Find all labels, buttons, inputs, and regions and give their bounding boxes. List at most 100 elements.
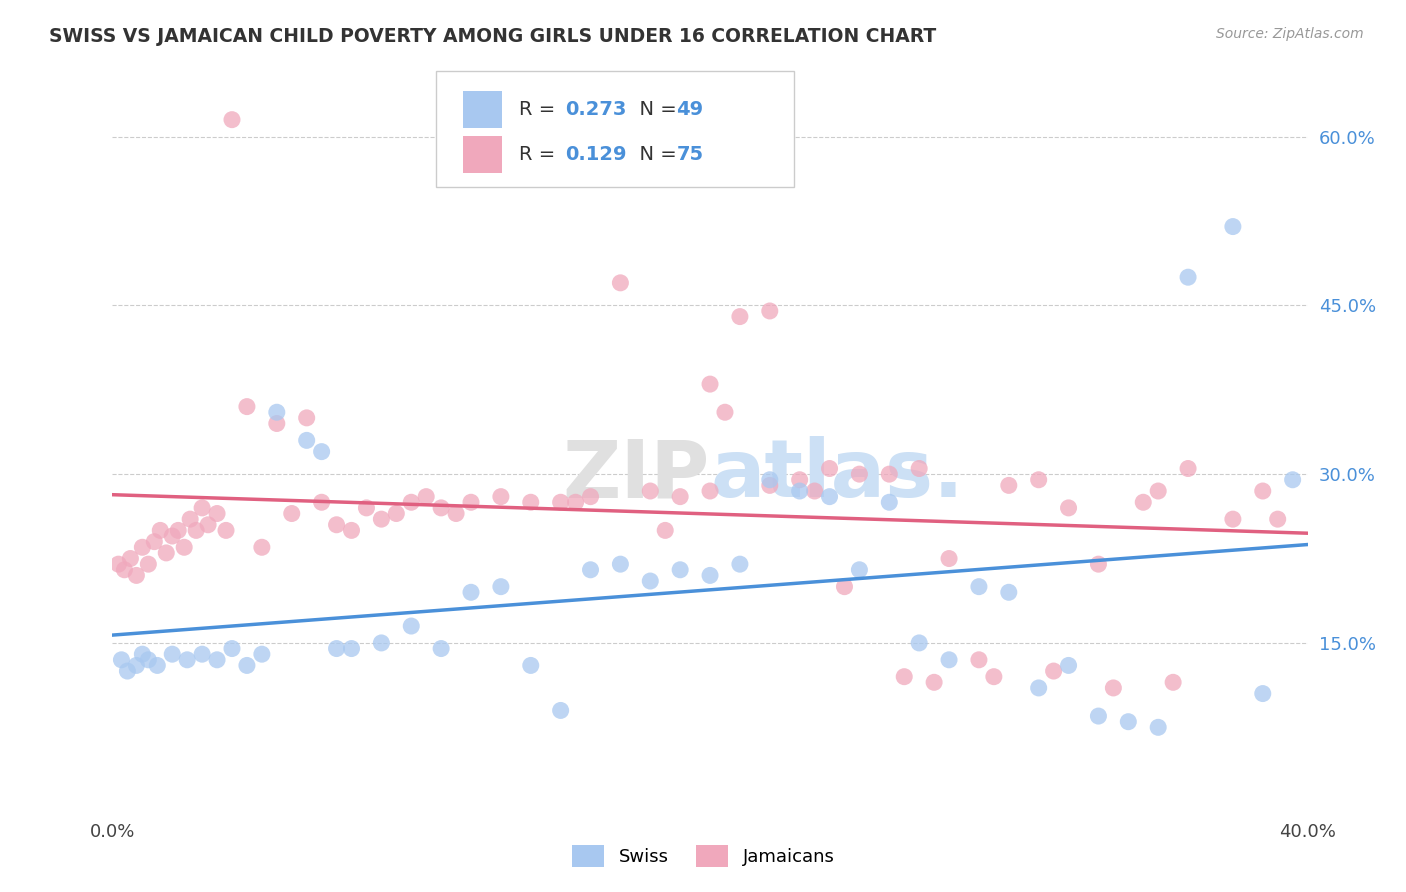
Point [1132, 495, 1154, 509]
Point [173, 541, 195, 555]
Point [311, 444, 333, 458]
Point [983, 670, 1005, 684]
Point [131, 541, 153, 555]
Point [1087, 709, 1109, 723]
Point [125, 568, 148, 582]
Point [155, 546, 177, 560]
Point [197, 517, 219, 532]
Point [191, 647, 214, 661]
Point [401, 495, 423, 509]
Point [114, 563, 135, 577]
Text: atlas.: atlas. [710, 436, 963, 515]
Point [325, 641, 347, 656]
Point [340, 524, 363, 538]
Point [1161, 675, 1184, 690]
Point [430, 500, 453, 515]
Point [848, 563, 870, 577]
Point [818, 461, 841, 475]
Point [138, 653, 160, 667]
Point [489, 490, 512, 504]
Point [699, 568, 721, 582]
Point [998, 585, 1021, 599]
Point [714, 405, 737, 419]
Point [728, 557, 751, 571]
Point [444, 507, 467, 521]
Point [205, 507, 228, 521]
Point [1267, 512, 1289, 526]
Point [789, 483, 811, 498]
Point [162, 647, 183, 661]
Text: N =: N = [627, 100, 683, 120]
Text: ZIP: ZIP [562, 436, 710, 515]
Point [236, 400, 259, 414]
Point [1251, 687, 1274, 701]
Point [110, 653, 132, 667]
Point [385, 507, 408, 521]
Point [146, 658, 169, 673]
Point [1087, 557, 1109, 571]
Text: SWISS VS JAMAICAN CHILD POVERTY AMONG GIRLS UNDER 16 CORRELATION CHART: SWISS VS JAMAICAN CHILD POVERTY AMONG GI… [49, 27, 936, 45]
Point [179, 512, 201, 526]
Point [1118, 714, 1140, 729]
Point [162, 529, 183, 543]
Point [415, 490, 437, 504]
Point [654, 524, 676, 538]
Point [848, 467, 870, 482]
Point [579, 563, 602, 577]
Point [1281, 473, 1303, 487]
Point [143, 534, 166, 549]
Point [1028, 681, 1050, 695]
Point [340, 641, 363, 656]
Point [356, 500, 378, 515]
Point [1147, 720, 1170, 734]
Point [759, 304, 782, 318]
Point [295, 434, 318, 448]
Point [149, 524, 172, 538]
Legend: Swiss, Jamaicans: Swiss, Jamaicans [564, 838, 842, 874]
Point [205, 653, 228, 667]
Text: 0.273: 0.273 [565, 100, 627, 120]
Point [460, 495, 482, 509]
Point [803, 483, 825, 498]
Point [221, 641, 243, 656]
Point [1177, 270, 1199, 285]
Point [550, 495, 572, 509]
Point [789, 473, 811, 487]
Text: R =: R = [519, 100, 561, 120]
Point [728, 310, 751, 324]
Point [107, 557, 129, 571]
Point [1042, 664, 1064, 678]
Point [1102, 681, 1125, 695]
Point [131, 647, 153, 661]
Point [176, 653, 198, 667]
Text: 49: 49 [676, 100, 703, 120]
Point [998, 478, 1021, 492]
Point [1057, 658, 1080, 673]
Point [489, 580, 512, 594]
Point [1028, 473, 1050, 487]
Point [938, 551, 960, 566]
Point [167, 524, 190, 538]
Point [834, 580, 856, 594]
Point [117, 664, 139, 678]
Point [370, 636, 392, 650]
Point [125, 658, 148, 673]
Point [922, 675, 945, 690]
Point [908, 461, 931, 475]
Point [281, 507, 304, 521]
Point [550, 703, 572, 717]
Point [908, 636, 931, 650]
Point [191, 500, 214, 515]
Point [311, 495, 333, 509]
Point [967, 580, 990, 594]
Point [430, 641, 453, 656]
Point [120, 551, 142, 566]
Point [401, 619, 423, 633]
Point [1147, 483, 1170, 498]
Point [250, 647, 273, 661]
Point [669, 490, 692, 504]
Point [759, 478, 782, 492]
Text: 75: 75 [676, 145, 703, 164]
Point [236, 658, 259, 673]
Point [295, 410, 318, 425]
